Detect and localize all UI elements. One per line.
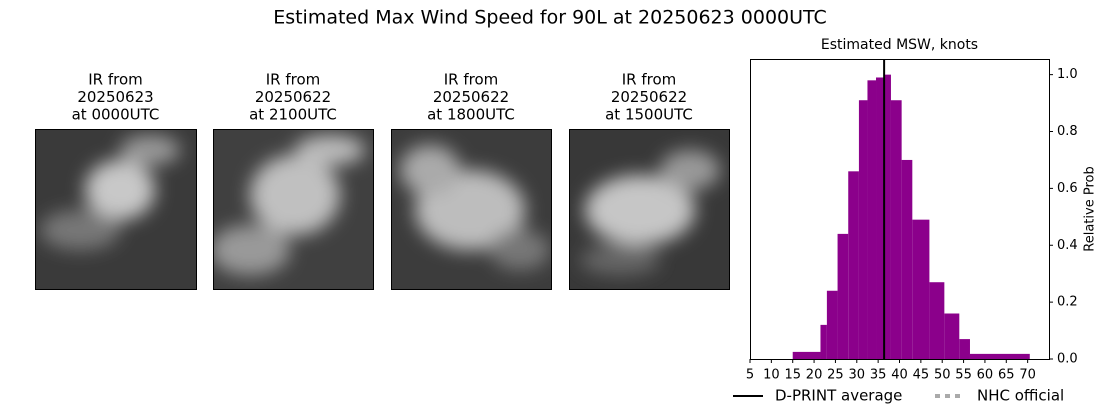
- x-tick-label: 25: [827, 368, 844, 383]
- x-tick-label: 45: [913, 368, 930, 383]
- x-tick-label: 65: [998, 368, 1015, 383]
- panel-caption: 20250622: [255, 88, 331, 106]
- ir-image: [35, 129, 196, 289]
- panel-caption: 20250622: [611, 88, 687, 106]
- x-tick-label: 70: [1019, 368, 1036, 383]
- bar: [858, 100, 868, 359]
- y-axis-label: Relative Prob: [1083, 166, 1098, 251]
- ir-image: [391, 129, 551, 289]
- y-tick-label: 0.4: [1057, 238, 1078, 253]
- image-frames: [35, 129, 730, 290]
- panel-caption: 20250623: [77, 88, 153, 106]
- bar: [944, 313, 960, 359]
- panel-caption: at 1500UTC: [605, 106, 693, 124]
- bar: [837, 233, 849, 359]
- ir-image: [569, 129, 729, 289]
- x-tick-label: 35: [870, 368, 887, 383]
- x-tick-label: 10: [763, 368, 780, 383]
- panel-caption: IR from: [88, 71, 143, 89]
- y-tick-label: 1.0: [1057, 67, 1078, 82]
- x-tick-label: 30: [849, 368, 866, 383]
- y-tick-label: 0.8: [1057, 124, 1078, 139]
- bar: [912, 219, 930, 359]
- y-tick-label: 0.6: [1057, 181, 1078, 196]
- panel-caption: IR from: [444, 71, 499, 89]
- y-tick-label: 0.0: [1057, 352, 1078, 367]
- panel-caption: at 0000UTC: [72, 106, 160, 124]
- bar: [867, 80, 877, 359]
- bar: [848, 171, 859, 359]
- bar: [820, 324, 827, 359]
- panel-caption: at 2100UTC: [249, 106, 337, 124]
- bar: [890, 100, 902, 359]
- x-tick-label: 55: [955, 368, 972, 383]
- panel-caption: IR from: [622, 71, 677, 89]
- bar: [901, 159, 913, 359]
- panel-caption: at 1800UTC: [427, 106, 515, 124]
- bar: [884, 74, 891, 360]
- bar: [959, 339, 970, 359]
- chart-title: Estimated MSW, knots: [821, 37, 978, 53]
- x-tick-label: 60: [977, 368, 994, 383]
- bar: [969, 353, 1030, 359]
- bar: [792, 351, 821, 359]
- y-tick-label: 0.2: [1057, 295, 1078, 310]
- x-tick-label: 50: [934, 368, 951, 383]
- bar: [876, 77, 885, 360]
- panel-caption: IR from: [266, 71, 321, 89]
- x-tick-label: 15: [784, 368, 801, 383]
- x-tick-label: 20: [806, 368, 823, 383]
- figure-title: Estimated Max Wind Speed for 90L at 2025…: [273, 7, 827, 29]
- bar: [826, 290, 838, 359]
- legend-label: NHC official: [977, 387, 1064, 405]
- x-tick-label: 5: [746, 368, 754, 383]
- legend-label: D-PRINT average: [775, 387, 902, 405]
- panel-caption: 20250622: [433, 88, 509, 106]
- ir-image: [213, 129, 373, 289]
- x-tick-label: 40: [891, 368, 908, 383]
- bar: [929, 282, 945, 359]
